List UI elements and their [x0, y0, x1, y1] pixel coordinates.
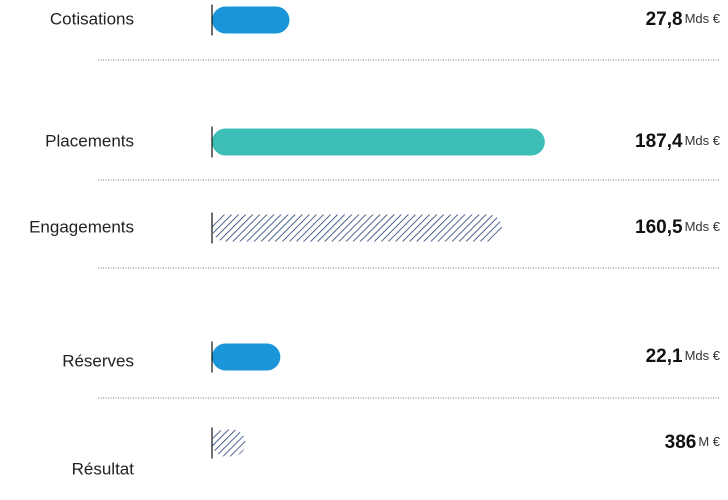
category-label: Engagements	[29, 217, 134, 236]
value-unit: Mds €	[685, 11, 721, 26]
value-number: 22,1	[646, 346, 683, 367]
category-label: Placements	[45, 131, 134, 150]
value-unit: Mds €	[685, 219, 721, 234]
category-label: Cotisations	[50, 9, 134, 28]
category-label: Réserves	[62, 351, 134, 370]
value-unit: Mds €	[685, 348, 721, 363]
value-number: 160,5	[635, 217, 683, 238]
bar	[212, 128, 545, 156]
value-label: 187,4 Mds €	[635, 131, 721, 152]
value-label: 386 M €	[665, 432, 721, 453]
value-unit: Mds €	[685, 133, 721, 148]
bar	[212, 6, 290, 34]
value-label: 22,1 Mds €	[646, 346, 721, 367]
value-number: 187,4	[635, 131, 683, 152]
value-number: 27,8	[646, 9, 683, 30]
value-number: 386	[665, 432, 697, 453]
bar	[212, 429, 246, 457]
value-label: 160,5 Mds €	[635, 217, 721, 238]
value-label: 27,8 Mds €	[646, 9, 721, 30]
bar	[212, 343, 281, 371]
bar	[212, 214, 502, 242]
value-unit: M €	[698, 434, 720, 449]
category-label: Résultat	[72, 459, 135, 478]
